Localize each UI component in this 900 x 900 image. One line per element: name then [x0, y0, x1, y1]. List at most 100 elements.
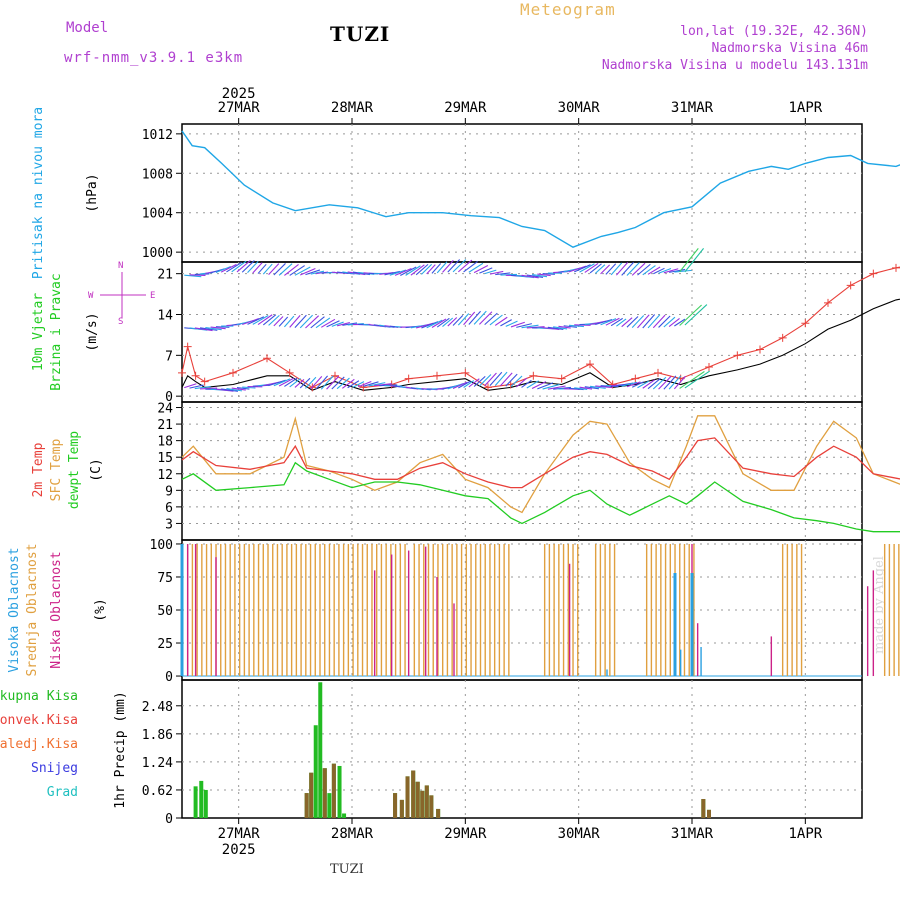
wind-vector-2-1 [189, 274, 206, 276]
ytick-label-cloud-0: 0 [165, 670, 173, 685]
ytick-label-temperature-5: 18 [157, 435, 173, 450]
wind-vector-0-23 [305, 376, 317, 389]
wind-vector-2-16 [268, 263, 280, 275]
wind-vector-0-56 [478, 374, 492, 387]
wind-gust-marker-12 [433, 371, 441, 380]
wind-unit-text: (m/s) [85, 312, 100, 351]
city-title: TUZI [330, 22, 391, 46]
wind-vector-1-19 [283, 315, 295, 328]
wind-vector-2-11 [241, 260, 255, 273]
wind-vector-2-55 [473, 265, 489, 274]
wind-vector-0-66 [531, 381, 547, 389]
wind-vector-2-47 [431, 263, 442, 274]
precip-legend-2: Zaledj.Kisa [0, 737, 78, 752]
precip-ylabel: 1hr Precip (mm) [113, 691, 128, 808]
wind-gust-marker-27 [801, 319, 810, 328]
dewpt-temp-line [181, 461, 900, 533]
precip-conv-bar-19 [429, 795, 434, 818]
wind-vector-1-69 [547, 326, 564, 330]
ytick-label-pressure-1: 1004 [142, 207, 173, 222]
wind-vector-0-30 [342, 378, 355, 389]
ytick-label-precip-0: 0 [165, 812, 173, 827]
wind-vector-2-74 [574, 264, 591, 273]
wind-vector-1-90 [658, 315, 671, 328]
wind-vector-1-5 [210, 326, 226, 330]
cloud-ylabel-high: Visoka Oblacnost [7, 547, 22, 672]
wind-vector-0-36 [373, 383, 392, 387]
wind-vector-1-17 [273, 316, 284, 327]
meteogram-title: Meteogram [520, 0, 616, 19]
temp-ylabel-2m: 2m Temp [31, 442, 46, 497]
precip-conv-bar-20 [436, 808, 441, 818]
wind-vector-0-84 [626, 381, 641, 388]
wind-ylabel-1: 10m Vjetar [31, 293, 46, 371]
wind-vector-1-63 [516, 323, 532, 328]
wind-gust-marker-0 [178, 368, 186, 377]
temp-ylabel-dewpt-text: dewpt Temp [67, 431, 82, 509]
wind-vector-2-78 [594, 264, 606, 274]
cloud-ylabel-mid-text: Srednja Oblacnost [25, 543, 40, 676]
wind-vector-0-19 [284, 377, 298, 387]
wind-vector-1-25 [315, 317, 331, 329]
wind-vector-1-60 [500, 319, 512, 327]
precip-ylabel-text: 1hr Precip (mm) [113, 691, 128, 808]
wind-vector-1-20 [289, 315, 301, 328]
precip-total-bar-10 [337, 765, 342, 818]
wind-gust-marker-29 [846, 281, 855, 290]
precip-total-bar-0 [193, 786, 198, 818]
wind-vector-1-15 [262, 314, 277, 326]
wind-vector-0-77 [589, 385, 606, 389]
ytick-label-temperature-3: 12 [157, 468, 173, 483]
wind-vector-1-54 [468, 310, 481, 325]
wind-vector-1-6 [215, 326, 230, 328]
wind-vector-1-52 [457, 313, 470, 326]
wind-gust-marker-14 [484, 383, 492, 392]
bottom-day-label-0: 27MAR [218, 826, 261, 842]
wind-gust-marker-24 [733, 351, 742, 360]
wind-unit: (m/s) [85, 312, 100, 351]
model-elevation: Nadmorska Visina u modelu 143.131m [601, 58, 868, 73]
wind-vector-1-45 [421, 321, 439, 329]
wind-vector-2-43 [410, 264, 425, 276]
wind-ylabel-2-text: Brzina i Pravac [49, 273, 64, 390]
temp-2m-line [181, 437, 900, 489]
wind-vector-2-82 [615, 261, 629, 276]
wind-vector-1-89 [652, 314, 666, 329]
wind-vector-0-60 [500, 372, 513, 387]
precip-conv-bar-13 [399, 799, 404, 818]
wind-vector-0-11 [242, 386, 256, 389]
wind-gust-marker-28 [824, 298, 832, 307]
wind-gust-marker-3 [200, 377, 209, 386]
pressure-unit: (hPa) [85, 173, 100, 212]
wind-vector-2-23 [305, 269, 321, 276]
wind-vector-0-73 [568, 387, 584, 391]
wind-vector-0-25 [315, 375, 328, 390]
wind-vector-0-17 [273, 378, 291, 387]
wind-vector-1-72 [563, 325, 578, 328]
wind-gust-marker-16 [529, 371, 538, 380]
panel-frame-pressure [181, 123, 863, 263]
ytick-label-wind-0: 0 [165, 390, 173, 405]
wind-gust-marker-31 [892, 263, 900, 272]
temp-unit-text: (C) [89, 458, 104, 481]
wind-vector-0-26 [320, 375, 334, 390]
wind-vector-0-27 [326, 375, 340, 390]
top-day-label-2: 29MAR [444, 100, 487, 116]
wind-vector-0-52 [458, 380, 471, 389]
wind-vector-1-85 [631, 315, 645, 328]
wind-vector-0-75 [579, 386, 593, 390]
bottom-day-label-5: 1APR [788, 826, 822, 842]
wind-vector-2-59 [495, 272, 511, 276]
wind-vector-0-91 [663, 375, 677, 390]
wind-vector-0-92 [668, 375, 682, 390]
wind-vector-1-95 [684, 304, 708, 326]
top-day-label-1: 28MAR [331, 100, 374, 116]
wind-vector-0-94 [679, 371, 705, 389]
wind-gust-marker-21 [654, 368, 662, 377]
wind-vector-2-30 [342, 271, 361, 275]
wind-vector-1-83 [621, 317, 633, 328]
wind-vector-0-1 [189, 384, 204, 389]
precip-conv-bar-3 [304, 793, 309, 818]
wind-vector-2-20 [289, 265, 305, 276]
wind-vector-0-7 [221, 388, 238, 392]
